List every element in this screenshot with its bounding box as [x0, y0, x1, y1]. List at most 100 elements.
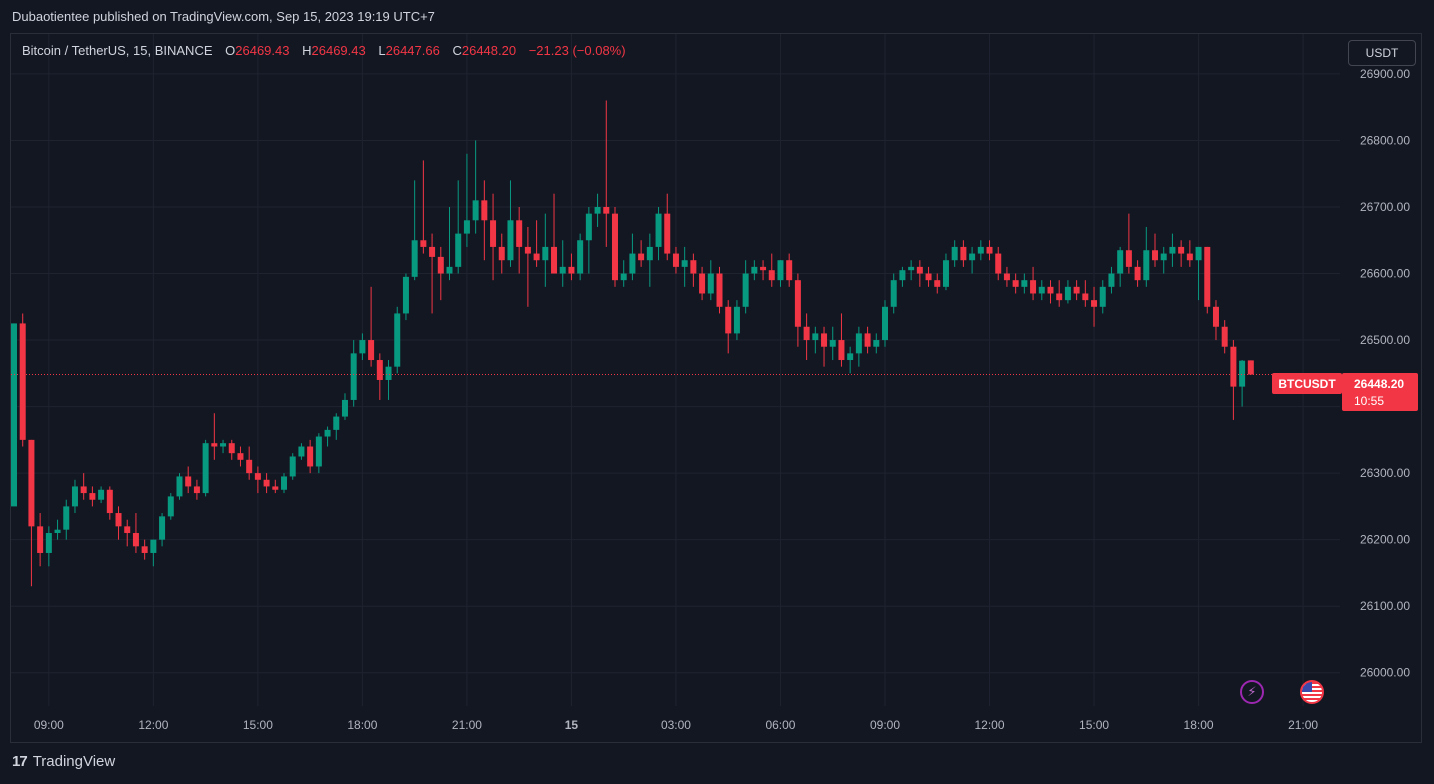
candle-body	[1056, 293, 1063, 301]
candle-body	[899, 270, 906, 281]
candle-body	[45, 533, 52, 553]
candle-body	[568, 266, 575, 274]
candle-body	[63, 506, 70, 530]
ohlc-legend: Bitcoin / TetherUS, 15, BINANCE O26469.4…	[22, 43, 626, 58]
chart-frame	[10, 33, 1422, 743]
candle-body	[446, 266, 453, 274]
us-flag-icon[interactable]	[1300, 680, 1324, 704]
footer-brand[interactable]: 17 TradingView	[12, 753, 115, 770]
candle-body	[98, 489, 105, 500]
candle-body	[681, 260, 688, 267]
candle-body	[263, 479, 270, 487]
candle-body	[385, 366, 392, 380]
candle-body	[855, 333, 862, 354]
candle-body	[237, 453, 244, 460]
candle-body	[28, 439, 35, 527]
candle-body	[934, 280, 941, 287]
candle-body	[1178, 246, 1185, 254]
candle-body	[11, 323, 17, 507]
candle-body	[803, 326, 810, 341]
candle-body	[672, 253, 679, 267]
candle-body	[141, 546, 148, 553]
candle-body	[786, 260, 793, 281]
candle-body	[1195, 246, 1202, 261]
legend-c-label: C	[452, 43, 462, 58]
candle-body	[481, 200, 488, 221]
candle-body	[690, 260, 697, 274]
candle-body	[307, 446, 314, 467]
currency-button[interactable]: USDT	[1348, 40, 1416, 66]
lightning-icon[interactable]: ⚡	[1240, 680, 1264, 704]
candle-body	[132, 533, 139, 547]
publish-info: Dubaotientee published on TradingView.co…	[12, 9, 435, 24]
candle-body	[559, 266, 566, 274]
candle-body	[707, 273, 714, 294]
candle-body	[977, 246, 984, 254]
candle-body	[1021, 280, 1028, 287]
candle-body	[1117, 250, 1124, 274]
y-tick-label: 26800.00	[1360, 133, 1410, 147]
candle-body	[812, 333, 819, 341]
candle-body	[1212, 306, 1219, 327]
candle-body	[942, 260, 949, 287]
candle-body	[1108, 273, 1115, 287]
candle-body	[472, 200, 479, 221]
legend-symbol[interactable]: Bitcoin / TetherUS, 15, BINANCE	[22, 43, 213, 58]
x-tick-label: 15:00	[243, 718, 273, 732]
candle-body	[638, 253, 645, 261]
candle-body	[324, 429, 331, 437]
x-tick-label: 03:00	[661, 718, 691, 732]
candle-body	[159, 516, 166, 540]
candle-body	[611, 213, 618, 281]
candle-body	[829, 340, 836, 347]
candle-body	[281, 476, 288, 490]
candle-body	[925, 273, 932, 281]
candle-body	[167, 496, 174, 517]
candle-body	[847, 353, 854, 361]
y-tick-label: 26100.00	[1360, 599, 1410, 613]
candle-body	[1003, 273, 1010, 281]
legend-o-value: 26469.43	[235, 43, 290, 58]
y-tick-label: 26900.00	[1360, 67, 1410, 81]
x-tick-label: 12:00	[975, 718, 1005, 732]
legend-l-label: L	[378, 43, 386, 58]
candle-body	[1082, 293, 1089, 301]
candle-body	[1239, 360, 1246, 387]
candle-body	[995, 253, 1002, 274]
candle-body	[594, 206, 601, 214]
candle-body	[124, 526, 131, 534]
price-tag-countdown: 10:55	[1354, 394, 1384, 408]
candle-body	[315, 436, 322, 467]
candle-body	[490, 220, 497, 247]
candle-body	[463, 220, 470, 234]
candle-body	[298, 446, 305, 457]
candle-body	[725, 306, 732, 334]
candle-body	[577, 240, 584, 274]
candle-body	[246, 459, 253, 474]
candle-body	[585, 213, 592, 241]
candle-body	[106, 489, 113, 514]
candle-body	[420, 240, 427, 247]
brand-name: TradingView	[32, 753, 116, 770]
candle-body	[516, 220, 523, 247]
candle-body	[629, 253, 636, 274]
candle-body	[1169, 246, 1176, 254]
candle-body	[437, 256, 444, 274]
x-tick-label: 18:00	[1184, 718, 1214, 732]
candle-body	[1160, 253, 1167, 261]
candle-body	[1247, 360, 1254, 375]
candle-body	[202, 443, 209, 494]
x-tick-label: 12:00	[138, 718, 168, 732]
candle-body	[37, 526, 44, 553]
candle-body	[1125, 250, 1132, 267]
price-axis: 26000.0026100.0026200.0026300.0026400.00…	[1360, 67, 1410, 680]
candle-body	[80, 486, 87, 494]
candle-body	[402, 276, 409, 314]
x-tick-label: 09:00	[34, 718, 64, 732]
candle-body	[699, 273, 706, 294]
candle-body	[768, 270, 775, 281]
legend-h-label: H	[302, 43, 312, 58]
candle-body	[873, 340, 880, 347]
grid	[11, 34, 1340, 706]
